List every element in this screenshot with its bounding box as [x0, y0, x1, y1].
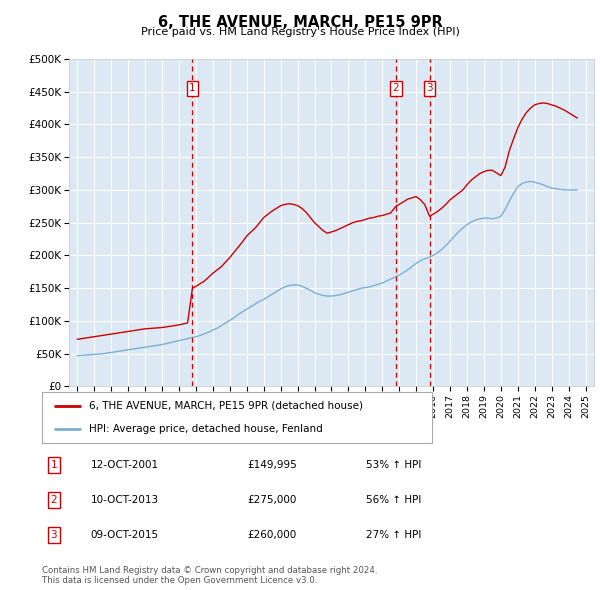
Text: 3: 3: [426, 83, 433, 93]
Text: £260,000: £260,000: [247, 530, 296, 540]
Text: 2: 2: [50, 495, 57, 505]
Text: 10-OCT-2013: 10-OCT-2013: [91, 495, 159, 505]
Text: Contains HM Land Registry data © Crown copyright and database right 2024.
This d: Contains HM Land Registry data © Crown c…: [42, 566, 377, 585]
Text: £275,000: £275,000: [247, 495, 296, 505]
Text: 09-OCT-2015: 09-OCT-2015: [91, 530, 159, 540]
Text: 6, THE AVENUE, MARCH, PE15 9PR: 6, THE AVENUE, MARCH, PE15 9PR: [158, 15, 442, 30]
Text: 2: 2: [392, 83, 399, 93]
Text: 3: 3: [50, 530, 57, 540]
Text: Price paid vs. HM Land Registry's House Price Index (HPI): Price paid vs. HM Land Registry's House …: [140, 27, 460, 37]
Text: 1: 1: [189, 83, 196, 93]
Text: 6, THE AVENUE, MARCH, PE15 9PR (detached house): 6, THE AVENUE, MARCH, PE15 9PR (detached…: [89, 401, 363, 411]
Text: £149,995: £149,995: [247, 460, 297, 470]
Text: 12-OCT-2001: 12-OCT-2001: [91, 460, 159, 470]
Text: 27% ↑ HPI: 27% ↑ HPI: [366, 530, 421, 540]
Text: 53% ↑ HPI: 53% ↑ HPI: [366, 460, 421, 470]
Text: 1: 1: [50, 460, 57, 470]
Text: 56% ↑ HPI: 56% ↑ HPI: [366, 495, 421, 505]
Text: HPI: Average price, detached house, Fenland: HPI: Average price, detached house, Fenl…: [89, 424, 323, 434]
